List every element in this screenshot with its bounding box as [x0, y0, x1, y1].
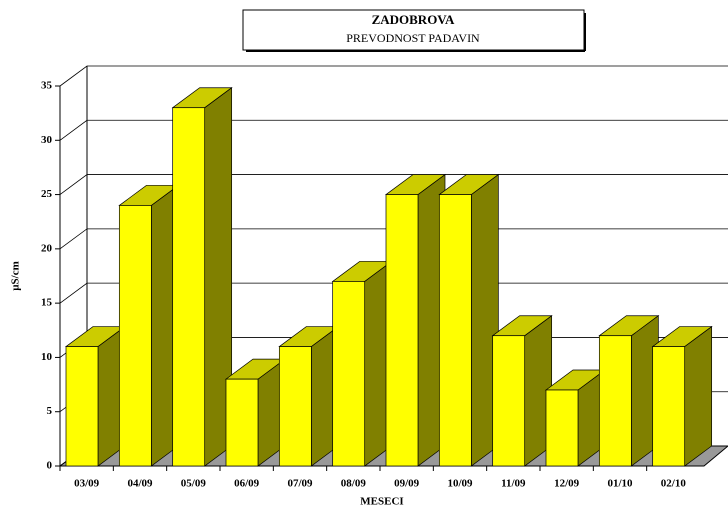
- bar: [331, 260, 393, 467]
- bar-front: [492, 335, 526, 467]
- y-tick-label: 35: [41, 80, 53, 92]
- bar: [171, 87, 233, 467]
- y-tick-label: 25: [41, 188, 53, 200]
- x-tick-label: 10/09: [447, 478, 473, 490]
- bar-front: [278, 346, 312, 467]
- y-tick-label: 30: [41, 134, 53, 146]
- bar-side: [684, 325, 713, 467]
- chart-subtitle: PREVODNOST PADAVIN: [346, 31, 480, 45]
- bar: [438, 173, 500, 467]
- bar-front: [545, 389, 579, 467]
- title-box: [242, 9, 585, 51]
- bar: [224, 358, 287, 467]
- bar-front: [652, 346, 686, 467]
- grid-line: [59, 228, 728, 250]
- bar: [64, 325, 127, 467]
- bar: [384, 173, 447, 467]
- bar-front: [118, 205, 152, 467]
- x-tick-label: 12/09: [554, 478, 580, 490]
- y-tick-label: 15: [41, 297, 53, 309]
- bar: [278, 325, 340, 467]
- y-tick-label: 0: [47, 460, 53, 472]
- grid-line: [59, 119, 728, 141]
- bar-front: [598, 335, 632, 467]
- y-tick-label: 20: [41, 242, 53, 254]
- x-tick-label: 04/09: [127, 478, 153, 490]
- bar-front: [225, 378, 259, 467]
- x-tick-label: 09/09: [394, 478, 420, 490]
- bar: [544, 369, 607, 467]
- y-axis-label: µS/cm: [10, 261, 22, 291]
- x-tick-label: 02/10: [661, 478, 687, 490]
- bar: [491, 315, 553, 467]
- x-tick-label: 11/09: [501, 478, 526, 490]
- bar-front: [438, 194, 472, 467]
- x-axis-label: MESECI: [360, 496, 403, 508]
- bar: [651, 325, 713, 467]
- x-tick-label: 07/09: [287, 478, 313, 490]
- bar-front: [332, 281, 366, 467]
- x-tick-label: 05/09: [181, 478, 207, 490]
- bar-front: [65, 346, 99, 467]
- y-tick-label: 10: [41, 351, 53, 363]
- bar-front: [385, 194, 419, 467]
- x-tick-label: 01/10: [607, 478, 633, 490]
- x-tick-label: 08/09: [341, 478, 367, 490]
- chart-title: ZADOBROVA: [372, 12, 455, 27]
- grid-line: [59, 282, 728, 304]
- x-tick-label: 06/09: [234, 478, 260, 490]
- bar: [118, 184, 180, 467]
- grid-line: [59, 174, 728, 195]
- x-tick-label: 03/09: [74, 478, 100, 490]
- grid-line: [59, 65, 728, 87]
- bar-front: [172, 107, 206, 467]
- y-tick-label: 5: [47, 405, 53, 417]
- bar: [598, 315, 660, 467]
